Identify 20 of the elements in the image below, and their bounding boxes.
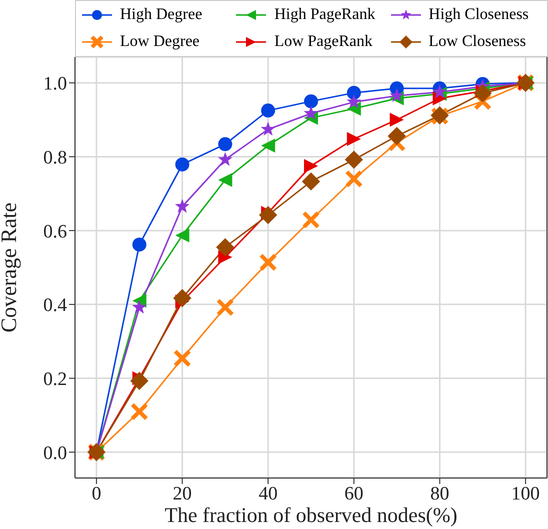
x-tick-label: 80: [430, 483, 450, 504]
legend-label: Low Degree: [120, 33, 200, 52]
legend-label: High PageRank: [274, 6, 376, 24]
y-axis-title: Coverage Rate: [0, 202, 21, 333]
x-axis-title: The fraction of observed nodes(%): [164, 503, 458, 527]
y-tick-label: 1.0: [43, 74, 67, 95]
legend-label: Low PageRank: [274, 33, 373, 52]
x-tick-label: 40: [258, 483, 278, 504]
y-tick-label: 0.8: [43, 147, 67, 168]
y-tick-label: 0.6: [43, 221, 67, 242]
legend-label: High Degree: [120, 6, 202, 24]
legend-label: High Closeness: [428, 6, 529, 24]
x-tick-label: 60: [344, 483, 364, 504]
y-tick-label: 0.2: [43, 369, 67, 390]
x-tick-label: 100: [511, 483, 540, 504]
x-tick-label: 20: [172, 483, 192, 504]
x-tick-label: 0: [92, 483, 102, 504]
legend-label: Low Closeness: [428, 33, 526, 52]
y-tick-label: 0.0: [43, 442, 67, 464]
y-tick-label: 0.4: [43, 295, 68, 316]
